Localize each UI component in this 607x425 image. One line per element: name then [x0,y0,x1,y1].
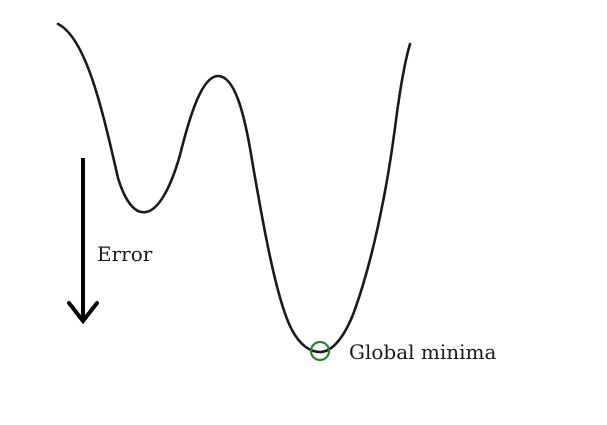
error-label: Error [97,242,153,266]
arrow-down-icon [67,158,99,325]
error-curve [56,22,412,354]
circle-marker-icon [309,340,331,362]
global-minima-label: Global minima [349,340,496,364]
